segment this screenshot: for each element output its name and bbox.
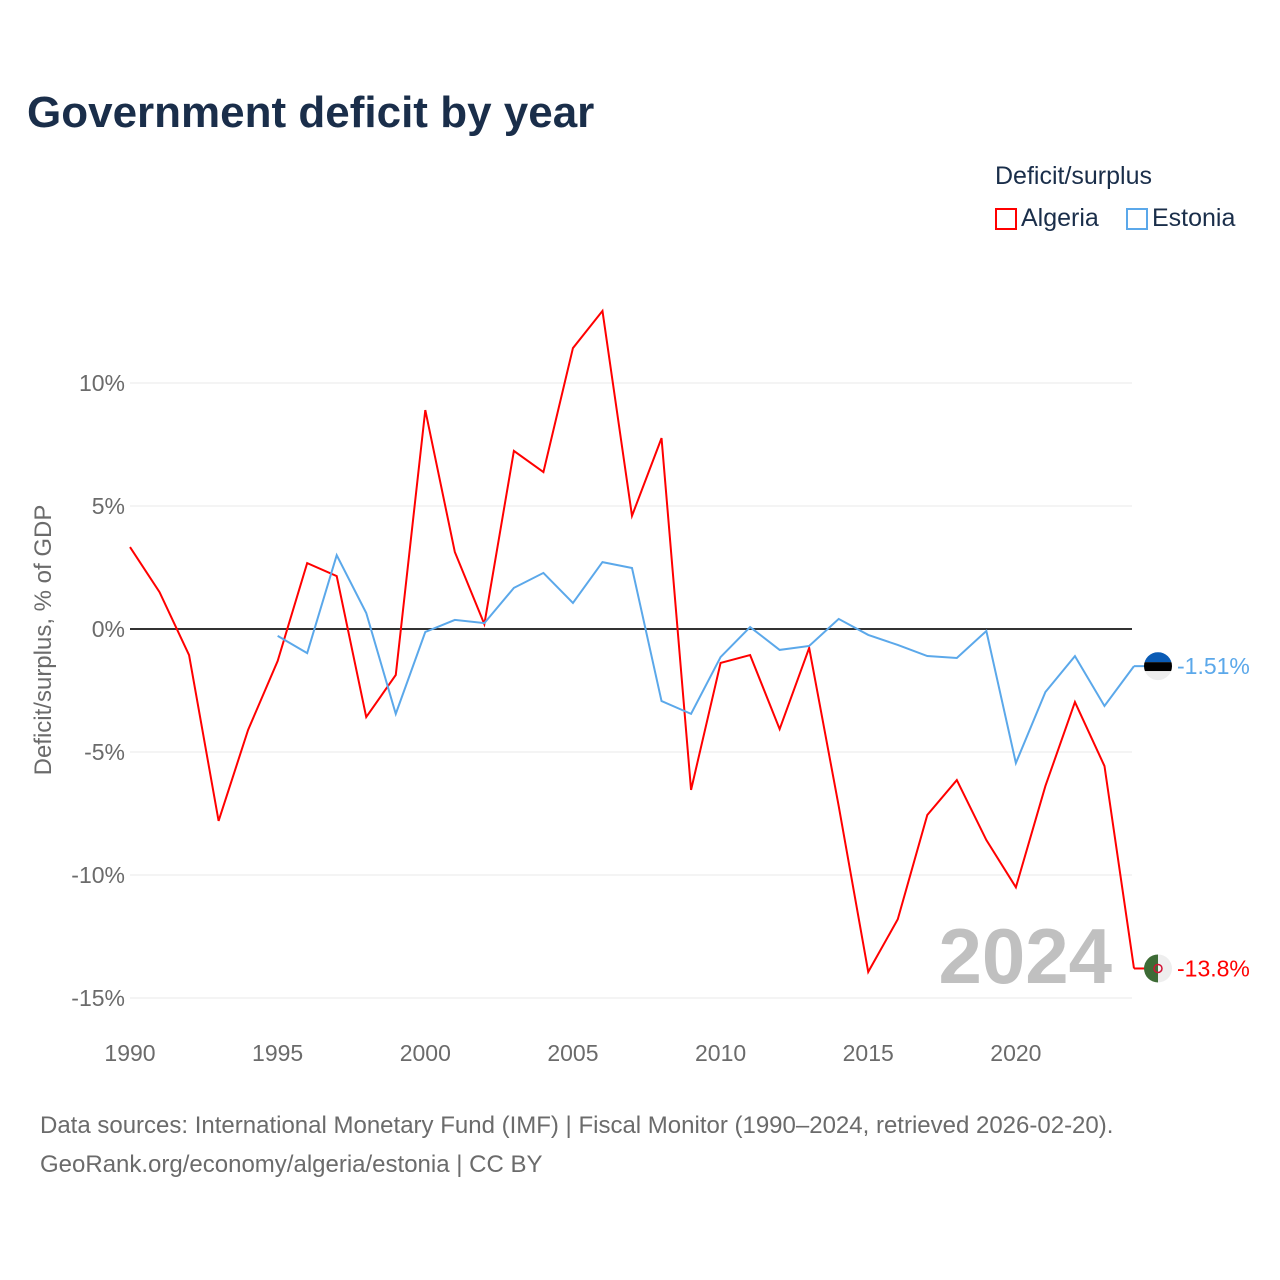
data-point: [186, 652, 192, 658]
data-point: [1072, 699, 1078, 705]
y-tick-label: -5%: [84, 739, 125, 765]
data-point: [659, 698, 665, 704]
data-point: [777, 647, 783, 653]
legend-swatch-estonia: [1126, 207, 1148, 230]
data-point: [954, 777, 960, 783]
data-point: [924, 653, 930, 659]
data-point: [1101, 763, 1107, 769]
data-point: [1042, 689, 1048, 695]
legend-label: Algeria: [1021, 204, 1099, 232]
data-point: [688, 711, 694, 717]
data-point: [334, 552, 340, 558]
data-point: [629, 513, 635, 519]
data-point: [157, 589, 163, 595]
data-point: [924, 812, 930, 818]
y-axis-label: Deficit/surplus, % of GDP: [30, 505, 57, 776]
data-point: [304, 650, 310, 656]
y-tick-label: 10%: [79, 370, 125, 396]
data-point: [954, 655, 960, 661]
data-point: [304, 560, 310, 566]
data-point: [363, 610, 369, 616]
data-point: [540, 570, 546, 576]
data-point: [422, 629, 428, 635]
data-point: [983, 628, 989, 634]
source-line-2[interactable]: GeoRank.org/economy/algeria/estonia | CC…: [40, 1151, 543, 1178]
data-point: [865, 969, 871, 975]
flag-estonia-icon: [1144, 652, 1172, 681]
flag-band: [1158, 954, 1172, 983]
data-point: [540, 469, 546, 475]
data-point: [393, 672, 399, 678]
x-tick-label: 2015: [843, 1040, 894, 1066]
data-point: [836, 803, 842, 809]
data-point: [599, 559, 605, 565]
data-point: [1013, 884, 1019, 890]
data-point: [570, 600, 576, 606]
data-point: [452, 617, 458, 623]
data-point: [806, 643, 812, 649]
x-tick-label: 1995: [252, 1040, 303, 1066]
flag-band: [1144, 671, 1172, 681]
x-tick-label: 2000: [400, 1040, 451, 1066]
data-point: [599, 308, 605, 314]
data-point: [1101, 703, 1107, 709]
legend-label: Estonia: [1152, 204, 1236, 232]
data-point: [511, 448, 517, 454]
data-point: [363, 714, 369, 720]
data-point: [570, 345, 576, 351]
end-value-label-algeria: -13.8%: [1177, 955, 1250, 981]
x-tick-label: 2020: [990, 1040, 1041, 1066]
chart-title: Government deficit by year: [27, 88, 595, 137]
data-point: [127, 544, 133, 550]
data-point: [511, 585, 517, 591]
y-tick-label: 0%: [92, 616, 125, 642]
source-line-1: Data sources: International Monetary Fun…: [40, 1112, 1114, 1139]
data-point: [1042, 783, 1048, 789]
data-point: [659, 435, 665, 441]
data-point: [452, 549, 458, 555]
end-value-label-estonia: -1.51%: [1177, 653, 1250, 679]
flag-band: [1144, 662, 1172, 672]
data-point: [629, 565, 635, 571]
legend-swatch-algeria: [995, 207, 1017, 230]
data-point: [983, 837, 989, 843]
data-point: [481, 620, 487, 626]
data-point: [245, 727, 251, 733]
legend-title: Deficit/surplus: [995, 162, 1152, 190]
data-point: [895, 642, 901, 648]
data-point: [422, 407, 428, 413]
y-tick-label: -15%: [71, 985, 125, 1011]
x-tick-label: 2010: [695, 1040, 746, 1066]
flag-algeria-icon: [1144, 954, 1172, 983]
x-tick-label: 1990: [104, 1040, 155, 1066]
data-point: [334, 573, 340, 579]
y-tick-label: 5%: [92, 493, 125, 519]
data-point: [275, 633, 281, 639]
data-point: [747, 652, 753, 658]
data-point: [393, 711, 399, 717]
data-point: [275, 658, 281, 664]
y-tick-label: -10%: [71, 862, 125, 888]
legend-item-algeria[interactable]: Algeria: [995, 204, 1099, 233]
data-point: [216, 818, 222, 824]
data-point: [895, 916, 901, 922]
data-point: [836, 616, 842, 622]
data-point: [1072, 653, 1078, 659]
x-tick-label: 2005: [547, 1040, 598, 1066]
series-line-algeria: [129, 308, 1135, 975]
flag-crescent: [1153, 963, 1163, 974]
data-point: [865, 632, 871, 638]
series-line-estonia: [277, 552, 1135, 767]
flag-band: [1144, 954, 1158, 983]
year-watermark: 2024: [938, 912, 1112, 1000]
source-note: Data sources: International Monetary Fun…: [40, 1106, 1113, 1184]
data-point: [747, 624, 753, 630]
data-point: [1013, 760, 1019, 766]
data-point: [718, 654, 724, 660]
data-point: [777, 726, 783, 732]
flag-band: [1144, 652, 1172, 663]
data-point: [688, 787, 694, 793]
legend-item-estonia[interactable]: Estonia: [1126, 204, 1235, 233]
